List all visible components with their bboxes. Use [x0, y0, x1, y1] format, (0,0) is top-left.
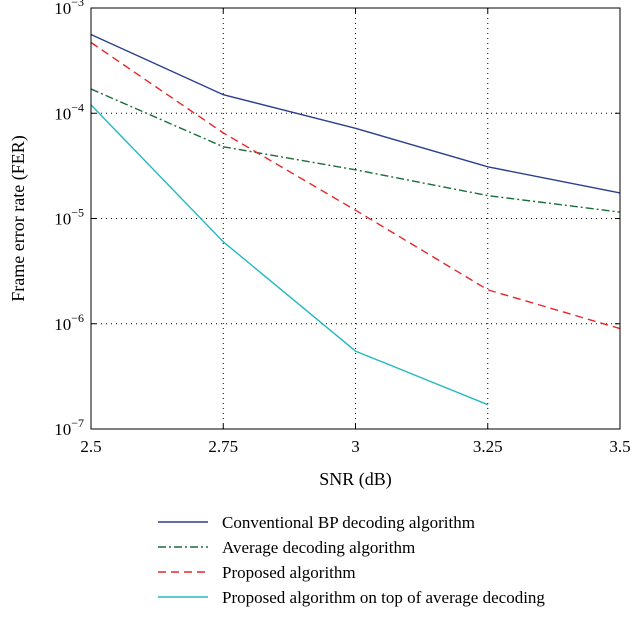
x-tick-label: 2.5 [80, 437, 101, 456]
y-tick-labels: 10−7 10−6 10−5 10−4 10−3 [54, 0, 84, 439]
x-axis-label: SNR (dB) [319, 469, 392, 490]
legend-label-4: Proposed algorithm on top of average dec… [222, 588, 545, 607]
y-tick-label: 10−7 [54, 416, 84, 439]
x-tick-label: 3.5 [609, 437, 630, 456]
legend-label-1: Conventional BP decoding algorithm [222, 513, 475, 532]
series-lines [90, 33, 621, 406]
grid [91, 8, 620, 429]
y-tick-label: 10−3 [54, 0, 84, 18]
series-line-3 [90, 41, 621, 330]
series-line-1 [90, 33, 621, 194]
legend: Conventional BP decoding algorithm Averag… [158, 513, 545, 607]
y-axis-label: Frame error rate (FER) [8, 135, 29, 301]
y-tick-label: 10−4 [54, 100, 84, 123]
tick-marks [90, 7, 621, 430]
x-tick-label: 3.25 [473, 437, 503, 456]
x-tick-label: 2.75 [208, 437, 238, 456]
y-tick-label: 10−5 [54, 206, 84, 229]
x-tick-label: 3 [351, 437, 360, 456]
y-tick-label: 10−6 [54, 311, 84, 334]
series-line-2 [90, 88, 621, 213]
legend-label-2: Average decoding algorithm [222, 538, 415, 557]
series-line-4 [90, 104, 489, 406]
x-tick-labels: 2.5 2.75 3 3.25 3.5 [80, 437, 630, 456]
legend-label-3: Proposed algorithm [222, 563, 356, 582]
